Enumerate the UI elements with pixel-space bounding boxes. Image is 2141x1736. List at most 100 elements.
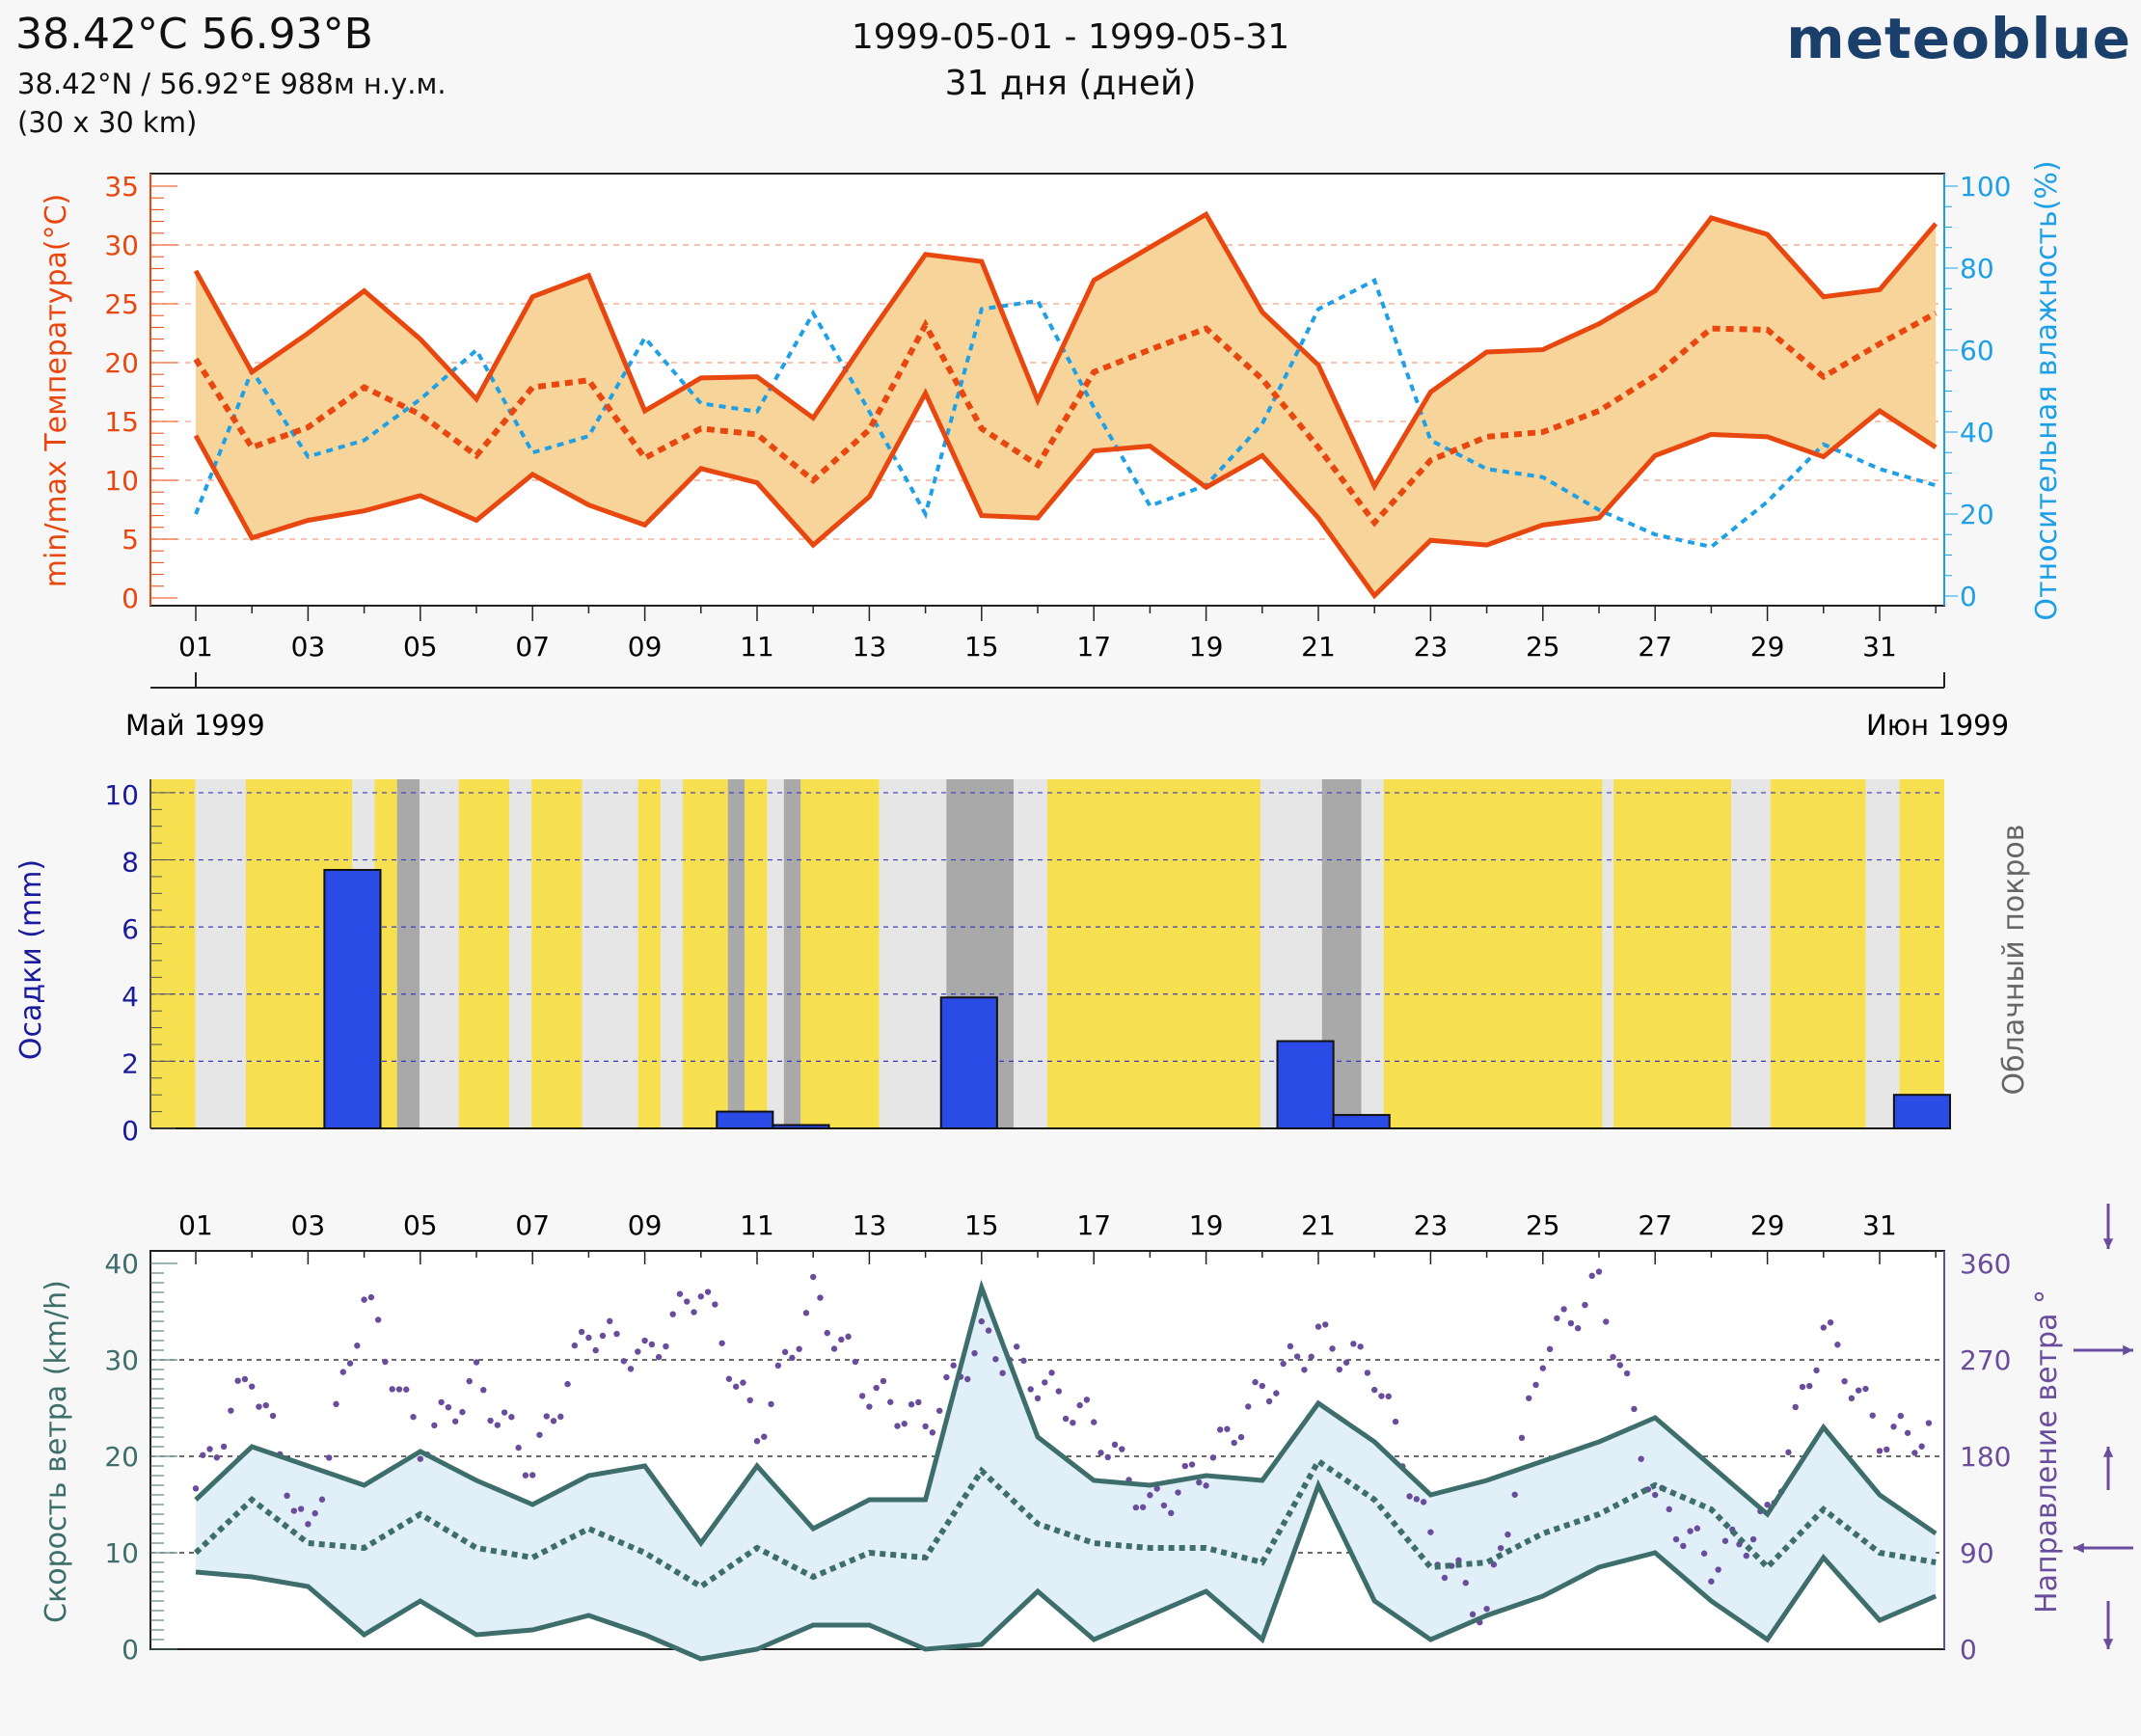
wind-direction-dot: [1013, 1343, 1020, 1350]
wind-direction-dot: [1181, 1462, 1188, 1470]
wind-direction-dot: [487, 1417, 494, 1424]
humidity-y-tick-label: 80: [1960, 253, 1994, 285]
wind-direction-dot: [305, 1521, 312, 1528]
wind-direction-dot: [326, 1454, 333, 1461]
wind-direction-dot: [641, 1337, 648, 1344]
wind-dir-tick-label: 270: [1960, 1344, 2011, 1376]
wind-direction-dot: [312, 1509, 318, 1517]
wind-direction-dot: [1293, 1353, 1301, 1360]
wind-y-tick-label: 30: [104, 1344, 139, 1376]
temp-y-tick-label: 35: [104, 171, 139, 203]
wind-direction-dot: [213, 1454, 221, 1461]
wind-direction-dot: [935, 1407, 943, 1414]
wind-direction-dot: [1091, 1419, 1098, 1425]
cloud-cover-band: [195, 779, 246, 1128]
wind-direction-dot: [1273, 1390, 1280, 1397]
wind-direction-dot: [1336, 1366, 1343, 1373]
wind-direction-dot: [796, 1345, 802, 1352]
wind-x-tick-label: 07: [515, 1209, 550, 1241]
wind-direction-dot: [1820, 1324, 1828, 1331]
humidity-y-tick-label: 40: [1960, 417, 1994, 448]
wind-direction-dot: [249, 1383, 256, 1390]
wind-direction-dot: [830, 1345, 838, 1352]
wind-direction-dot: [1743, 1552, 1749, 1560]
cloud-cover-band: [396, 779, 420, 1128]
wind-direction-dot: [1209, 1454, 1217, 1461]
wind-direction-dot: [1168, 1509, 1175, 1517]
wind-direction-dot: [1884, 1446, 1890, 1453]
wind-dir-tick-label: 0: [1960, 1634, 1977, 1666]
wind-direction-dot: [1062, 1415, 1070, 1423]
wind-direction-dot: [669, 1311, 676, 1317]
wind-direction-dot: [971, 1349, 978, 1357]
wind-direction-dot: [1764, 1501, 1771, 1508]
wind-direction-dot: [1890, 1424, 1897, 1430]
wind-direction-dot: [241, 1375, 249, 1383]
wind-direction-dot: [585, 1334, 592, 1342]
wind-direction-dot: [438, 1398, 445, 1406]
wind-direction-dot: [451, 1418, 459, 1424]
location-coords: 38.42°N / 56.92°E 988м н.у.м.: [17, 68, 447, 100]
wind-y-tick-label: 0: [122, 1634, 139, 1666]
meteoblue-logo[interactable]: meteoblue: [1786, 6, 2131, 71]
wind-direction-dot: [1749, 1535, 1757, 1543]
temp-x-tick-label: 19: [1189, 631, 1224, 663]
temp-y-tick-label: 5: [122, 524, 139, 556]
wind-direction-dot: [691, 1309, 697, 1316]
cloud-cover-band: [879, 779, 947, 1128]
wind-direction-dot: [1378, 1393, 1385, 1399]
cloud-cover-band: [1899, 779, 1944, 1128]
wind-direction-dot: [1588, 1272, 1595, 1280]
wind-y-axis-label: Скорость ветра (km/h): [40, 1280, 73, 1623]
wind-direction-dot: [459, 1408, 466, 1416]
humidity-y-tick-label: 100: [1960, 171, 2011, 203]
wind-direction-dot: [1785, 1449, 1792, 1456]
humidity-y-tick-label: 20: [1960, 499, 1994, 530]
wind-y-tick-label: 10: [104, 1537, 139, 1569]
wind-direction-dot: [873, 1384, 880, 1392]
temp-min-series-line: [193, 388, 1938, 600]
wind-direction-dot: [1048, 1370, 1055, 1376]
temp-x-tick-label: 31: [1862, 631, 1897, 663]
humidity-y-tick-label: 0: [1960, 581, 1977, 612]
wind-direction-dot: [1680, 1542, 1687, 1550]
precip-y-tick-label: 4: [122, 981, 139, 1013]
month-label-jun: Июн 1999: [1866, 709, 2009, 742]
wind-direction-dot: [781, 1348, 789, 1356]
wind-direction-dot: [1806, 1382, 1813, 1390]
wind-direction-dot: [985, 1327, 992, 1334]
cloud-cover-band: [1731, 779, 1771, 1128]
cloud-cover-band: [531, 779, 583, 1128]
wind-direction-dot: [529, 1472, 536, 1478]
temp-x-tick-label: 17: [1076, 631, 1111, 663]
wind-dir-tick-label: 180: [1960, 1441, 2011, 1473]
wind-direction-dot: [802, 1310, 810, 1316]
wind-direction-dot: [1869, 1412, 1876, 1419]
wind-direction-dot: [712, 1301, 718, 1308]
temp-x-tick-label: 11: [740, 631, 774, 663]
precip-bar: [1892, 1094, 1951, 1129]
wind-direction-dot: [894, 1423, 901, 1429]
wind-direction-dot: [1076, 1401, 1083, 1409]
wind-direction-dot: [1322, 1321, 1329, 1328]
wind-direction-dot: [648, 1341, 656, 1348]
wind-x-tick-label: 17: [1076, 1209, 1111, 1241]
wind-direction-dot: [725, 1375, 733, 1382]
wind-direction-dot: [676, 1290, 684, 1297]
wind-y-tick-label: 40: [104, 1248, 139, 1280]
wind-direction-dot: [1490, 1561, 1498, 1568]
wind-x-tick-label: 03: [291, 1209, 326, 1241]
precip-y-tick-label: 10: [104, 779, 139, 811]
precip-y-tick-label: 0: [122, 1115, 139, 1147]
wind-direction-dot: [817, 1294, 824, 1301]
wind-direction-dot: [410, 1413, 417, 1421]
wind-direction-dot: [1147, 1492, 1153, 1499]
wind-direction-dot: [1364, 1370, 1371, 1376]
wind-direction-dot: [192, 1485, 200, 1492]
wind-x-tick-label: 13: [853, 1209, 887, 1241]
temp-x-tick-label: 15: [964, 631, 999, 663]
wind-direction-dot: [1595, 1268, 1603, 1275]
humidity-series-line: [194, 277, 1937, 550]
wind-direction-dot: [1483, 1605, 1490, 1613]
day-count: 31 дня (дней): [944, 64, 1197, 103]
